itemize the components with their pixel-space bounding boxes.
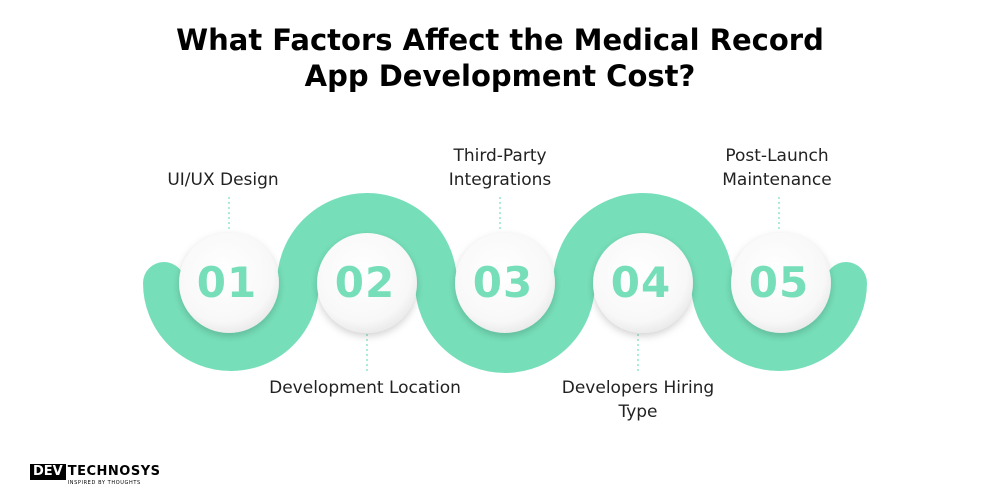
circle-1 (179, 233, 279, 333)
circle-5 (731, 233, 831, 333)
number-circles (179, 233, 831, 333)
step-label-5: Post-Launch Maintenance (657, 144, 897, 192)
connector-lines (228, 197, 780, 372)
step-label-1-line-1: UI/UX Design (167, 170, 279, 190)
step-label-4-line-1: Developers Hiring (561, 378, 715, 398)
step-number-4: 04 (610, 258, 672, 307)
page-title: What Factors Affect the Medical Record A… (0, 22, 1000, 94)
title-line-2: App Development Cost? (304, 59, 696, 93)
step-label-5-line-1: Post-Launch (725, 146, 829, 166)
step-label-4-line-2: Type (618, 402, 658, 422)
step-label-5-line-2: Maintenance (722, 170, 832, 190)
wave-band (143, 193, 867, 373)
logo-mark: DEV (30, 464, 66, 480)
step-label-2: Development Location (245, 376, 485, 400)
step-number-5: 05 (748, 258, 810, 307)
step-label-3: Third-Party Integrations (380, 144, 620, 192)
brand-logo: DEV TECHNOSYS INSPIRED BY THOUGHTS (30, 464, 160, 490)
logo-name: TECHNOSYS (67, 464, 161, 479)
title-line-1: What Factors Affect the Medical Record (176, 23, 824, 57)
logo-text: TECHNOSYS INSPIRED BY THOUGHTS (68, 464, 161, 487)
logo-tagline: INSPIRED BY THOUGHTS (67, 480, 141, 486)
step-label-3-line-2: Integrations (448, 170, 552, 190)
step-label-3-line-1: Third-Party (453, 146, 547, 166)
step-number-2: 02 (334, 258, 396, 307)
circle-3 (455, 233, 555, 333)
step-number-1: 01 (196, 258, 258, 307)
step-number-3: 03 (472, 258, 534, 307)
step-label-2-line-1: Development Location (269, 378, 461, 398)
circle-4 (593, 233, 693, 333)
circle-2 (317, 233, 417, 333)
step-label-1: UI/UX Design (103, 168, 343, 192)
step-label-4: Developers Hiring Type (518, 376, 758, 424)
